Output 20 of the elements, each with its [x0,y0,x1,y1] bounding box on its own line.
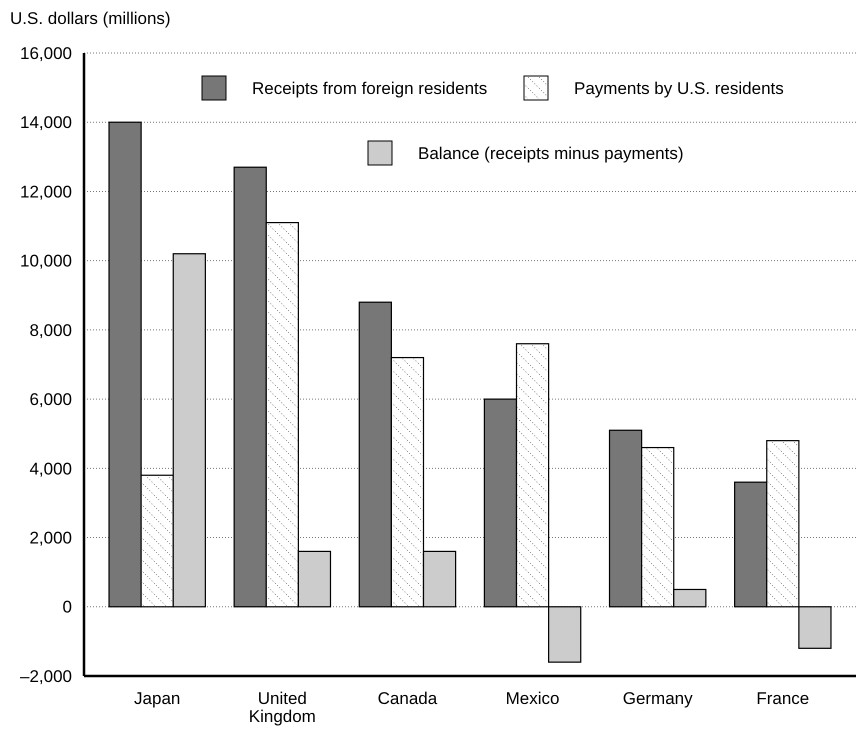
legend-label: Receipts from foreign residents [252,79,488,98]
y-tick-label: 14,000 [20,113,72,132]
x-tick-label: Mexico [506,689,560,708]
x-tick-label: United Kingdom [248,689,316,726]
y-tick-label: 2,000 [29,528,72,548]
y-tick-label: –2,000 [20,666,72,686]
y-tick-label: 6,000 [29,390,72,410]
x-tick-label: Canada [378,689,438,708]
y-tick-label: 10,000 [20,252,72,271]
x-tick-label: France [756,689,810,708]
x-tick-label: Japan [134,689,180,708]
y-tick-label: 16,000 [20,44,72,63]
y-tick-label: 8,000 [29,320,72,340]
legend-label: Payments by U.S. residents [574,79,784,98]
x-tick-label: Germany [622,689,694,708]
y-tick-label: 0 [62,598,72,617]
legend-label: Balance (receipts minus payments) [418,144,684,163]
y-axis-title: U.S. dollars (millions) [10,9,171,28]
y-tick-label: 12,000 [20,182,72,202]
y-tick-label: 4,000 [29,459,72,478]
